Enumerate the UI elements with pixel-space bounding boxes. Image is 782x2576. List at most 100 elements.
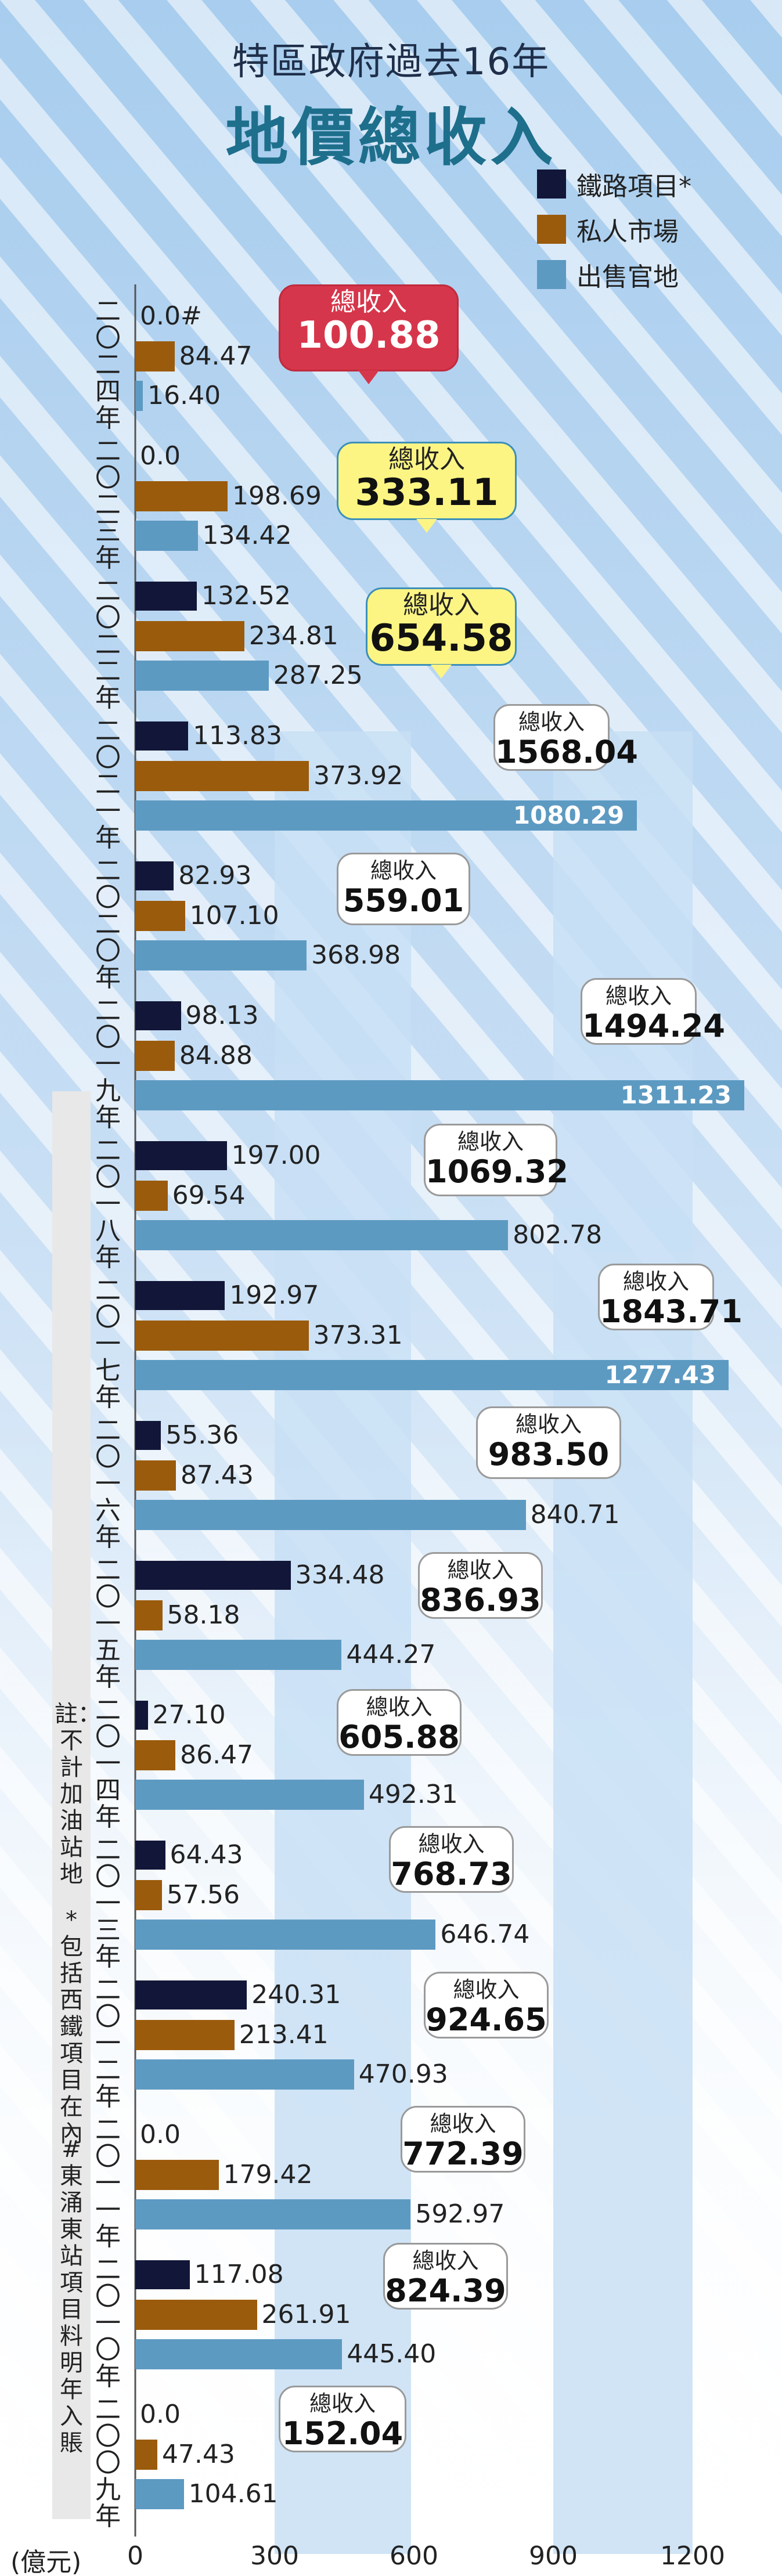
- bar-government: [135, 2059, 354, 2090]
- total-callout: 總收入 768.73: [389, 1826, 514, 1893]
- value-label: 132.52: [201, 581, 291, 611]
- value-label: 0.0#: [140, 301, 202, 331]
- year-label: 二〇二〇年: [95, 856, 121, 993]
- total-label: 總收入: [430, 2111, 496, 2137]
- chart-main-title: 地價總收入: [225, 102, 557, 174]
- bar-private: [135, 901, 185, 931]
- total-value: 605.88: [338, 1719, 460, 1755]
- total-callout: 總收入 100.88: [279, 284, 459, 371]
- value-label: 592.97: [415, 2199, 505, 2229]
- total-callout: 總收入 1069.32: [424, 1124, 568, 1196]
- value-label: 646.74: [440, 1920, 530, 1949]
- note-star: *包括西鐵項目在內: [60, 1907, 83, 2147]
- legend-swatch-private: [537, 215, 566, 244]
- value-label: 16.40: [147, 381, 221, 410]
- year-label: 二〇一八年: [95, 1136, 121, 1272]
- value-label: 197.00: [231, 1141, 321, 1170]
- total-value: 772.39: [402, 2135, 524, 2172]
- value-label: 1080.29: [513, 801, 625, 829]
- value-label: 1311.23: [620, 1081, 731, 1109]
- legend-label-private: 私人市場: [576, 217, 679, 247]
- bar-government: [135, 1920, 436, 1950]
- x-tick-label: 1200: [660, 2541, 725, 2571]
- legend-label-railway: 鐵路項目*: [576, 172, 691, 201]
- value-label: 0.0: [140, 2120, 181, 2149]
- value-label: 192.97: [229, 1280, 319, 1310]
- bar-railway: [135, 1561, 291, 1590]
- value-label: 107.10: [189, 901, 279, 930]
- value-label: 373.92: [313, 761, 403, 791]
- total-value: 824.39: [385, 2272, 506, 2309]
- value-label: 86.47: [180, 1740, 254, 1770]
- value-label: 104.61: [188, 2479, 278, 2509]
- bar-private: [135, 2160, 219, 2190]
- value-label: 240.31: [251, 1980, 341, 2009]
- bar-private: [135, 1600, 163, 1630]
- unit-label: (億元): [10, 2548, 82, 2576]
- note-panel: [52, 1091, 91, 2519]
- total-callout: 總收入 836.93: [418, 1552, 543, 1619]
- bar-railway: [135, 2260, 190, 2289]
- bar-private: [135, 1740, 176, 1770]
- value-label: 444.27: [346, 1640, 436, 1669]
- note-hash: #東涌東站項目料明年入賬: [60, 2136, 83, 2456]
- legend-swatch-railway: [537, 169, 566, 199]
- year-label: 二〇〇九年: [95, 2395, 121, 2531]
- bar-private: [135, 481, 228, 511]
- bar-government: [135, 1780, 364, 1810]
- note-main: 註：不計加油站地: [55, 1701, 101, 1888]
- callout-tail: [431, 665, 452, 679]
- value-label: 113.83: [193, 721, 283, 751]
- bar-private: [135, 2300, 257, 2330]
- bar-government: [135, 1220, 509, 1250]
- value-label: 84.47: [179, 341, 253, 371]
- value-label: 334.48: [295, 1560, 385, 1590]
- total-label: 總收入: [515, 1412, 582, 1437]
- value-label: 373.31: [313, 1321, 403, 1350]
- bar-government: [135, 381, 143, 411]
- bar-private: [135, 1880, 163, 1910]
- bar-private: [135, 1041, 175, 1071]
- value-label: 69.54: [172, 1181, 246, 1210]
- total-callout: 總收入 983.50: [476, 1406, 621, 1479]
- bar-railway: [135, 1281, 225, 1310]
- value-label: 58.18: [167, 1600, 240, 1630]
- total-value: 836.93: [420, 1582, 541, 1618]
- bar-government: [135, 2479, 184, 2509]
- total-value: 654.58: [369, 617, 513, 660]
- total-callout: 總收入 152.04: [279, 2386, 406, 2452]
- value-label: 1277.43: [604, 1361, 716, 1389]
- callout-tail: [358, 370, 379, 384]
- total-callout: 總收入 1568.04: [493, 704, 638, 771]
- year-label: 二〇二二年: [95, 576, 121, 713]
- total-value: 152.04: [282, 2415, 403, 2452]
- legend: 鐵路項目* 私人市場 出售官地: [537, 168, 691, 304]
- value-label: 47.43: [161, 2440, 235, 2469]
- value-label: 179.42: [223, 2160, 313, 2189]
- chart-title: 特區政府過去16年: [232, 41, 550, 84]
- bar-private: [135, 1321, 309, 1351]
- x-tick-label: 900: [529, 2541, 578, 2571]
- legend-item-government: 出售官地: [537, 259, 691, 292]
- total-callout: 總收入 559.01: [337, 853, 470, 925]
- bar-government: [135, 1360, 729, 1390]
- total-callout: 總收入 654.58: [366, 587, 517, 666]
- total-value: 100.88: [297, 314, 441, 357]
- value-label: 368.98: [311, 940, 401, 970]
- bar-railway: [135, 1421, 161, 1450]
- value-label: 84.88: [179, 1041, 253, 1070]
- bar-private: [135, 1460, 176, 1491]
- total-value: 983.50: [488, 1436, 610, 1473]
- bar-private: [135, 761, 309, 791]
- total-value: 333.11: [355, 471, 499, 514]
- bar-private: [135, 341, 175, 371]
- bar-government: [135, 800, 637, 831]
- value-label: 0.0: [140, 2400, 181, 2429]
- value-label: 98.13: [185, 1001, 259, 1030]
- total-value: 924.65: [426, 2001, 547, 2038]
- year-label: 二〇一七年: [95, 1276, 121, 1412]
- x-tick-label: 300: [250, 2541, 299, 2571]
- total-callout: 總收入 824.39: [383, 2243, 508, 2310]
- value-label: 57.56: [167, 1880, 240, 1910]
- total-label: 總收入: [370, 858, 437, 883]
